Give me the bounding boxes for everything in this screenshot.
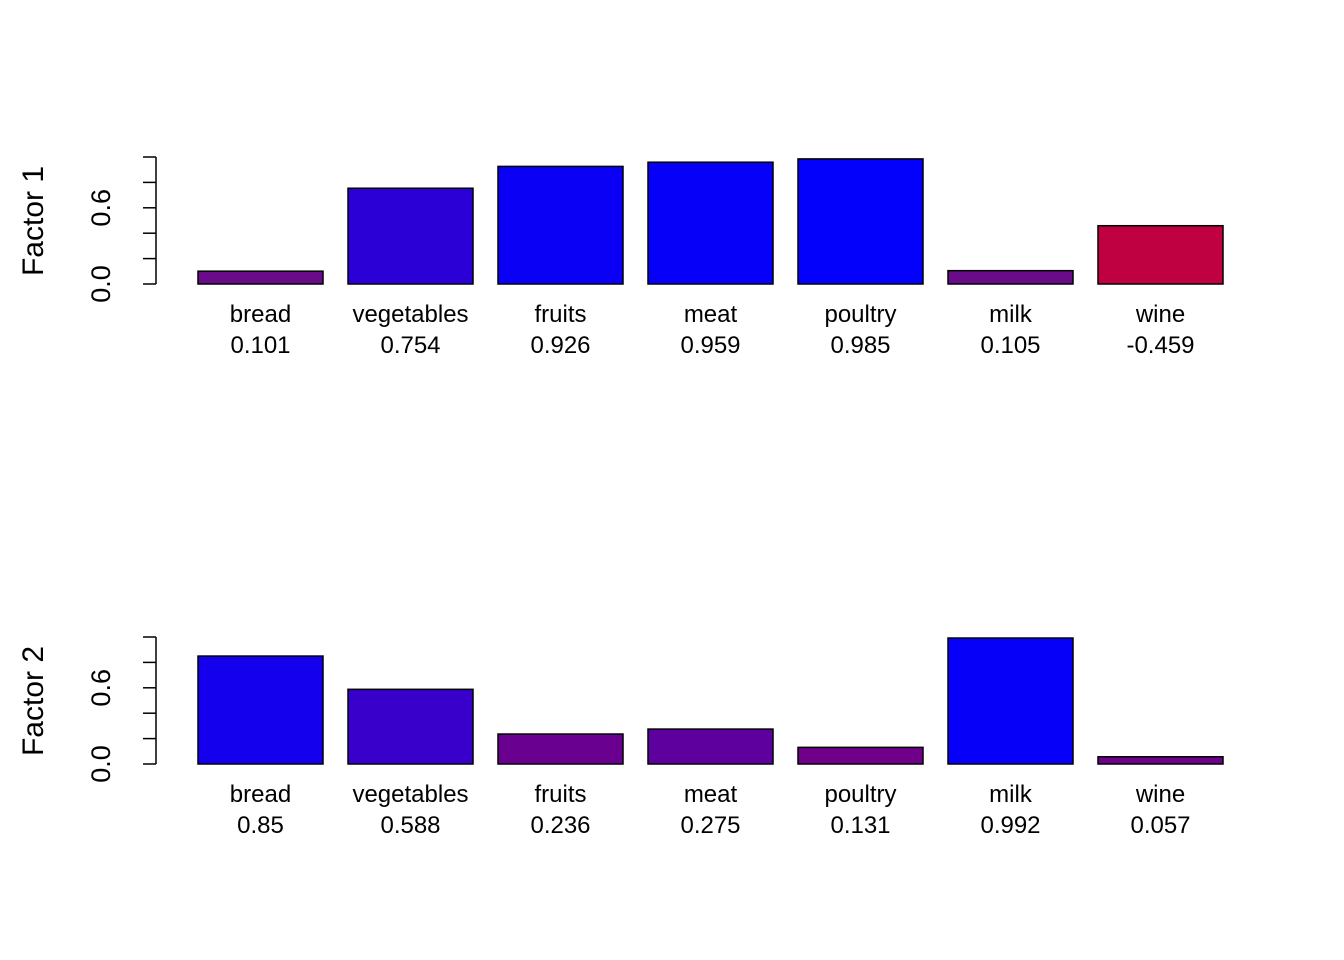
bar-vegetables: [347, 688, 474, 765]
value-label: 0.275: [680, 812, 740, 839]
category-label: milk: [989, 301, 1033, 328]
factor-1-panel: Factor 1 0.0 0.6 bread 0.101 vegetables 0.754 f…: [17, 156, 1224, 359]
category-label: wine: [1135, 781, 1185, 808]
category-label: fruits: [534, 781, 586, 808]
bar-wine: [1097, 756, 1224, 765]
category-label: wine: [1135, 301, 1185, 328]
y-axis-label: Factor 2: [17, 646, 50, 756]
bar-milk: [947, 637, 1074, 765]
bar-poultry: [797, 746, 924, 765]
bar-poultry: [797, 158, 924, 285]
bar-wine: [1097, 224, 1224, 285]
bar-fruits: [497, 165, 624, 285]
category-label: vegetables: [352, 781, 468, 808]
bar-meat: [647, 161, 774, 285]
value-label: 0.992: [980, 812, 1040, 839]
category-label: meat: [684, 301, 738, 328]
category-label: fruits: [534, 301, 586, 328]
value-label: 0.057: [1130, 812, 1190, 839]
category-label: bread: [230, 301, 291, 328]
bar-meat: [647, 728, 774, 765]
value-label: 0.959: [680, 332, 740, 359]
category-label: vegetables: [352, 301, 468, 328]
value-label: 0.101: [230, 332, 290, 359]
category-label: poultry: [824, 301, 896, 328]
value-label: -0.459: [1126, 332, 1194, 359]
value-label: 0.588: [380, 812, 440, 839]
value-label: 0.236: [530, 812, 590, 839]
factor-2-panel: Factor 2 0.0 0.6 bread 0.85 vegetables 0.588 fr…: [17, 636, 1224, 839]
category-label: poultry: [824, 781, 896, 808]
value-label: 0.754: [380, 332, 440, 359]
value-label: 0.985: [830, 332, 890, 359]
value-label: 0.926: [530, 332, 590, 359]
value-label: 0.131: [830, 812, 890, 839]
bar-vegetables: [347, 187, 474, 285]
y-axis-label: Factor 1: [17, 166, 50, 276]
y-tick-label: 0.0: [86, 745, 116, 783]
bar-bread: [197, 655, 324, 765]
category-label: bread: [230, 781, 291, 808]
y-tick-label: 0.0: [86, 265, 116, 303]
category-label: meat: [684, 781, 738, 808]
bar-milk: [947, 269, 1074, 285]
bar-bread: [197, 270, 324, 285]
value-label: 0.105: [980, 332, 1040, 359]
category-label: milk: [989, 781, 1033, 808]
y-tick-label: 0.6: [86, 189, 116, 227]
bar-fruits: [497, 733, 624, 765]
value-label: 0.85: [237, 812, 284, 839]
y-tick-label: 0.6: [86, 669, 116, 707]
